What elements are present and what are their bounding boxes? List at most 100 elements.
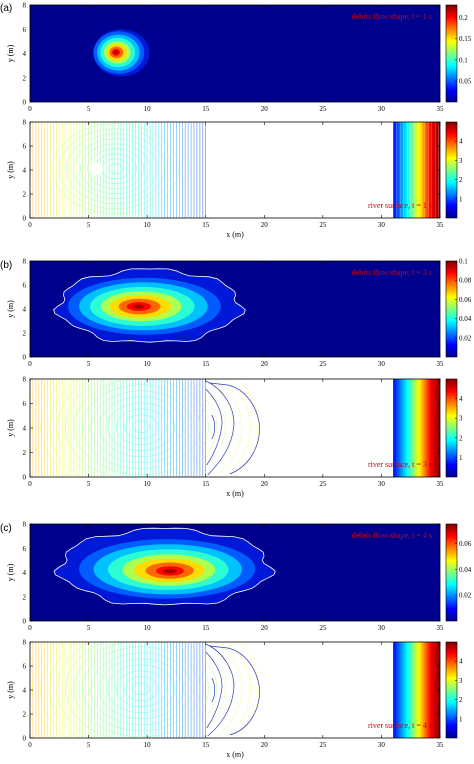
x-axis-label: x (m) (226, 489, 244, 498)
y-tick-label: 0 (23, 474, 27, 482)
panel-5: 0 5 10 15 20 25 30 35 0 2 4 6 8 y (m) debris flow shap… (0, 521, 472, 633)
y-axis-label: y (m) (6, 44, 15, 62)
x-axis-label: x (m) (226, 230, 244, 239)
contour-ripple (40, 379, 243, 477)
colorbar-tick-label: 3 (459, 415, 463, 423)
panel-label: (a) (0, 3, 12, 14)
y-tick-label: 0 (23, 618, 27, 626)
plot-area (30, 261, 440, 357)
debris-contour-band (163, 568, 177, 574)
colorbar-tick-label: 0.05 (459, 77, 472, 85)
y-tick-label: 4 (23, 569, 27, 577)
contour-ripple (115, 408, 167, 446)
y-tick-label: 4 (23, 687, 27, 695)
y-tick-label: 4 (23, 50, 27, 58)
contour-ripple (40, 642, 243, 738)
x-tick-label: 30 (378, 624, 386, 632)
x-tick-label: 30 (378, 221, 386, 229)
colorbar (445, 641, 458, 739)
y-axis-label: y (m) (6, 300, 15, 318)
colorbar (445, 523, 458, 622)
panel-annotation: river surface, t = 4 s (368, 721, 432, 730)
colorbar-tick-label: 2 (459, 434, 463, 442)
x-tick-label: 30 (378, 360, 386, 368)
y-tick-label: 8 (23, 2, 27, 10)
colorbar-tick-label: 0.06 (459, 296, 472, 304)
colorbar-tick-label: 4 (459, 658, 463, 666)
plot-area (30, 524, 440, 621)
colorbar-tick-label: 4 (459, 395, 463, 403)
y-tick-label: 0 (23, 215, 27, 223)
contour-wave-front (205, 388, 223, 466)
x-tick-label: 5 (87, 221, 91, 229)
plot-area (30, 379, 440, 477)
y-tick-label: 4 (23, 306, 27, 314)
x-tick-label: 10 (144, 741, 152, 749)
contour-ripple (90, 390, 192, 464)
y-tick-label: 4 (23, 167, 27, 175)
contour-ripple (66, 133, 165, 205)
contour-wave-front (211, 677, 216, 703)
contour-wave-front (209, 382, 261, 475)
contour-ripple (124, 676, 159, 702)
x-tick-label: 0 (28, 360, 32, 368)
contour-background (30, 642, 440, 738)
y-tick-label: 8 (23, 639, 27, 647)
x-tick-label: 35 (437, 360, 445, 368)
contour-ripple (30, 379, 260, 477)
x-tick-label: 35 (437, 480, 445, 488)
plot-area (30, 122, 440, 218)
y-tick-label: 6 (23, 143, 27, 151)
x-tick-label: 25 (319, 741, 327, 749)
dry-spot (88, 162, 103, 175)
x-tick-label: 0 (28, 480, 32, 488)
panel-3: 0 5 10 15 20 25 30 35 0 2 4 6 8 y (m) debris flow shap… (0, 258, 472, 369)
y-tick-label: 6 (23, 663, 27, 671)
x-tick-label: 20 (261, 480, 269, 488)
contour-wave-front (205, 643, 235, 737)
x-tick-label: 0 (28, 221, 32, 229)
debris-contour-band (132, 304, 144, 309)
contour-ripple (107, 664, 176, 714)
debris-outline (53, 268, 246, 343)
panel-annotation: river surface, t = 3 s (368, 460, 432, 469)
y-tick-label: 4 (23, 425, 27, 433)
x-tick-label: 10 (144, 624, 152, 632)
panel-4: 0 5 10 15 20 25 30 35 0 2 4 6 8 y (m) x (m) river surfa… (6, 376, 463, 499)
y-tick-label: 0 (23, 99, 27, 107)
x-tick-label: 25 (319, 360, 327, 368)
contour-ripple (80, 143, 151, 195)
x-tick-label: 15 (202, 221, 210, 229)
y-tick-label: 8 (23, 521, 27, 529)
uniform-depth-region (393, 122, 440, 218)
y-tick-label: 2 (23, 449, 27, 457)
contour-ripple (124, 414, 159, 440)
colorbar-tick-label: 3 (459, 157, 463, 165)
contour-ripple (82, 646, 201, 732)
contour-ripple (57, 379, 226, 477)
contour-ripple (87, 148, 144, 190)
x-tick-label: 5 (87, 624, 91, 632)
contour-ripple (90, 652, 192, 726)
x-tick-label: 25 (319, 624, 327, 632)
colorbar-tick-label: 2 (459, 176, 463, 184)
y-tick-label: 8 (23, 258, 27, 266)
x-tick-label: 0 (28, 105, 32, 113)
y-tick-label: 0 (23, 735, 27, 743)
y-tick-label: 8 (23, 119, 27, 127)
x-tick-label: 35 (437, 741, 445, 749)
debris-contour-band (113, 50, 118, 54)
x-tick-label: 15 (202, 624, 210, 632)
y-axis-label: y (m) (6, 419, 15, 437)
contour-wave-front (205, 651, 223, 729)
y-tick-label: 2 (23, 330, 27, 338)
colorbar-tick-label: 0.15 (459, 35, 472, 43)
colorbar-tick-label: 1 (459, 195, 463, 203)
y-tick-label: 6 (23, 26, 27, 34)
contour-wave-front (209, 645, 261, 736)
x-tick-label: 15 (202, 480, 210, 488)
x-tick-label: 10 (144, 105, 152, 113)
contour-ripple (115, 670, 167, 708)
panel-2: 0 5 10 15 20 25 30 35 0 2 4 6 8 y (m) x (m) river surfa… (6, 119, 463, 240)
contour-ripple (132, 420, 150, 434)
